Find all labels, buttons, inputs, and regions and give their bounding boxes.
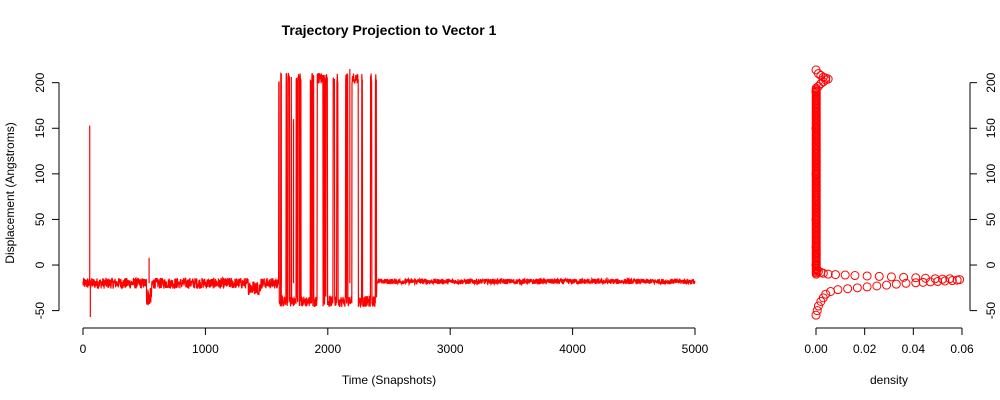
main-chart: Trajectory Projection to Vector 1 0 1000 2…	[3, 22, 709, 387]
density-point	[821, 289, 831, 299]
main-y-tick-label: 100	[33, 164, 47, 184]
density-point	[843, 284, 853, 294]
density-point	[933, 276, 943, 286]
density-point	[811, 214, 821, 224]
density-point	[882, 280, 892, 290]
density-x-tick-label: 0.00	[804, 342, 828, 356]
trajectory-line	[82, 72, 696, 309]
density-y-tick-label: -50	[984, 302, 998, 320]
density-y-tick-label: 100	[984, 164, 998, 184]
main-series-layer	[82, 69, 696, 317]
density-points-layer	[811, 65, 965, 320]
density-point	[850, 271, 860, 281]
density-point	[938, 274, 948, 284]
density-point	[811, 83, 821, 93]
main-x-tick-label: 3000	[437, 342, 464, 356]
density-point	[811, 310, 821, 320]
density-point	[812, 306, 822, 316]
main-x-axis: 0 1000 2000 3000 4000 5000	[80, 327, 709, 356]
main-x-tick-label: 0	[80, 342, 87, 356]
density-point	[911, 273, 921, 283]
main-y-tick-label: 50	[33, 212, 47, 226]
density-point	[813, 266, 823, 276]
main-y-tick-label: 0	[33, 261, 47, 268]
density-point	[811, 260, 821, 270]
main-y-tick-label: 150	[33, 118, 47, 138]
density-x-axis-label: density	[870, 373, 908, 387]
density-point	[872, 281, 882, 291]
main-x-tick-label: 4000	[559, 342, 586, 356]
density-point	[947, 276, 957, 286]
density-y-axis: -50 0 50 100 150 200	[969, 72, 998, 320]
main-x-axis-label: Time (Snapshots)	[342, 373, 436, 387]
density-point	[921, 273, 930, 283]
chart-title: Trajectory Projection to Vector 1	[282, 22, 497, 38]
density-point	[811, 242, 821, 252]
density-x-tick-label: 0.02	[853, 342, 877, 356]
main-x-tick-label: 1000	[192, 342, 219, 356]
density-point	[852, 283, 862, 293]
density-point	[813, 81, 823, 91]
density-y-tick-label: 200	[984, 72, 998, 92]
density-point	[911, 278, 921, 288]
density-x-tick-label: 0.06	[950, 342, 974, 356]
density-point	[811, 87, 821, 97]
density-point	[886, 272, 896, 282]
density-point	[812, 265, 822, 275]
main-x-tick-label: 2000	[314, 342, 341, 356]
main-y-axis-label: Displacement (Angstroms)	[3, 122, 17, 263]
density-point	[930, 274, 940, 284]
density-point	[840, 270, 850, 280]
density-x-tick-label: 0.04	[902, 342, 926, 356]
density-point	[833, 285, 843, 295]
density-point	[901, 278, 911, 288]
main-y-axis: -50 0 50 100 150 200	[33, 72, 60, 320]
density-point	[940, 276, 950, 286]
density-y-tick-label: 0	[984, 261, 998, 268]
density-point	[899, 272, 909, 282]
main-y-tick-label: -50	[33, 302, 47, 320]
density-point	[811, 123, 821, 133]
density-point	[813, 301, 823, 311]
density-point	[862, 271, 872, 281]
density-point	[816, 70, 826, 80]
main-y-tick-label: 200	[33, 72, 47, 92]
density-point	[945, 274, 955, 284]
density-point	[830, 270, 840, 280]
density-chart: 0.00 0.02 0.04 0.06 -50 0 50 100 150 200 density	[804, 65, 998, 387]
density-point	[874, 271, 884, 281]
density-point	[891, 279, 901, 289]
density-point	[955, 275, 965, 285]
density-point	[811, 65, 821, 75]
density-point	[826, 286, 836, 296]
density-y-tick-label: 150	[984, 118, 998, 138]
density-x-axis: 0.00 0.02 0.04 0.06	[804, 327, 974, 356]
main-x-tick-label: 5000	[682, 342, 709, 356]
density-y-tick-label: 50	[984, 212, 998, 226]
density-point	[862, 282, 872, 292]
density-point	[811, 169, 821, 179]
